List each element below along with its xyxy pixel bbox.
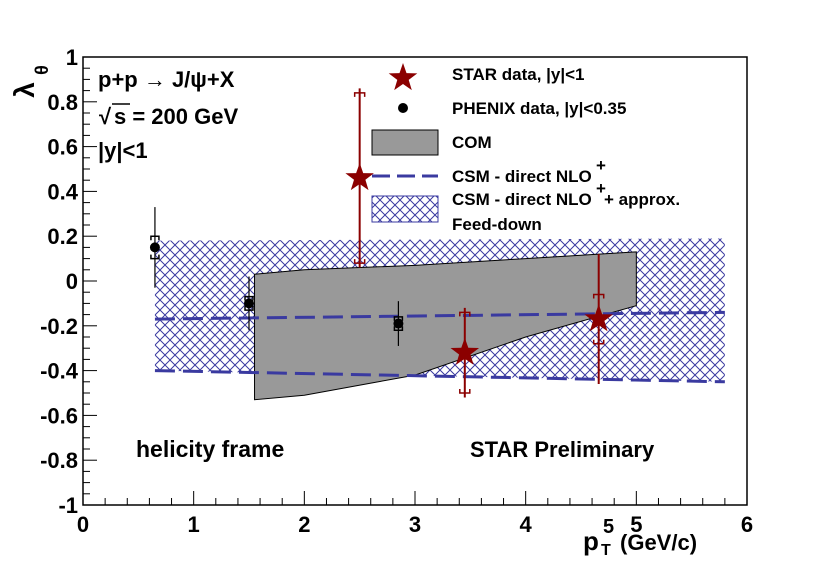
sys-error-bracket	[244, 295, 254, 301]
svg-text:COM: COM	[452, 133, 492, 152]
svg-text:+: +	[596, 156, 606, 175]
star-marker	[345, 163, 374, 191]
axes: 0 1 2 3 4 5 6 1 0.8 0.6 0.4 0.2 0 -0.2 -0.4 -0.6 -0.8 -1	[40, 45, 753, 537]
x-tick-label: 0	[77, 512, 89, 537]
svg-text:+ approx.: + approx.	[604, 190, 680, 209]
phenix-point	[244, 276, 254, 331]
sys-error-bracket	[459, 389, 471, 394]
phenix-point	[149, 207, 160, 288]
sys-error-bracket	[150, 254, 160, 260]
star-point	[450, 307, 480, 398]
x-axis-label: p T 5 (GeV/c)	[583, 516, 697, 559]
y-tick-label: -0.8	[40, 448, 78, 473]
phenix-point	[393, 301, 404, 346]
svg-text:STAR data, |y|<1: STAR data, |y|<1	[452, 65, 585, 84]
legend-csm-line: CSM - direct NLO +	[372, 156, 606, 186]
energy-label: √ s = 200 GeV	[99, 103, 238, 129]
x-tick-label: 5	[630, 512, 642, 537]
svg-text:θ: θ	[32, 65, 52, 75]
x-tick-label: 4	[520, 512, 533, 537]
svg-text:s = 200 GeV: s = 200 GeV	[114, 104, 238, 129]
y-tick-label: 0.2	[47, 224, 78, 249]
reaction-label: p+p → J/ψ+X	[98, 67, 235, 92]
legend-csm-band: CSM - direct NLO + + approx. Feed-down	[371, 179, 680, 234]
csm-direct-line-lower	[154, 369, 725, 384]
sys-error-bracket	[592, 339, 605, 345]
svg-text:λ: λ	[9, 82, 40, 98]
svg-text:+: +	[596, 179, 606, 198]
y-tick-label: -0.2	[40, 314, 78, 339]
svg-text:CSM - direct NLO: CSM - direct NLO	[452, 167, 592, 186]
rapidity-label: |y|<1	[98, 138, 148, 163]
svg-text:PHENIX data, |y|<0.35: PHENIX data, |y|<0.35	[452, 99, 626, 118]
y-tick-label: -0.6	[40, 403, 78, 428]
sys-error-bracket	[353, 92, 366, 97]
circle-marker	[393, 318, 404, 329]
theory-lines	[154, 310, 725, 384]
com-band	[254, 251, 637, 401]
csm-direct-line-upper	[154, 310, 725, 321]
svg-text:p: p	[583, 526, 599, 556]
frame-label: helicity frame	[136, 436, 284, 462]
x-tick-label: 3	[409, 512, 421, 537]
y-tick-label: -1	[58, 493, 78, 518]
y-tick-label: 0.8	[47, 90, 78, 115]
y-tick-label: 0.6	[47, 135, 78, 160]
star-marker	[450, 337, 480, 365]
preliminary-label: STAR Preliminary	[470, 437, 655, 462]
data-points	[149, 88, 613, 398]
x-tick-label: 2	[298, 512, 310, 537]
y-axis-label: λ θ	[9, 65, 52, 98]
circle-marker	[244, 298, 254, 309]
sys-error-bracket	[150, 235, 160, 241]
svg-text:(GeV/c): (GeV/c)	[620, 530, 697, 555]
y-tick-label: 1	[66, 45, 78, 70]
x-axis-label-sup: 5	[603, 516, 614, 538]
legend-phenix: PHENIX data, |y|<0.35	[398, 99, 626, 118]
star-point	[584, 254, 613, 385]
y-tick-label: 0	[66, 269, 78, 294]
sys-error-bracket	[459, 311, 471, 317]
legend-star: STAR data, |y|<1	[388, 63, 585, 91]
sys-error-bracket	[244, 306, 254, 311]
star-marker	[584, 304, 613, 332]
svg-text:CSM - direct NLO: CSM - direct NLO	[452, 190, 592, 209]
legend-com: COM	[371, 129, 492, 156]
x-tick-label: 1	[188, 512, 200, 537]
y-tick-label: -0.4	[40, 359, 79, 384]
star-point	[345, 88, 374, 268]
sys-error-bracket	[393, 316, 404, 321]
svg-text:T: T	[601, 542, 611, 559]
sqrt-sign: √	[99, 104, 112, 129]
y-tick-label: 0.4	[47, 179, 78, 204]
legend: STAR data, |y|<1 PHENIX data, |y|<0.35 C…	[371, 63, 680, 234]
svg-text:Feed-down: Feed-down	[452, 215, 542, 234]
x-tick-label: 6	[741, 512, 753, 537]
theory-bands	[154, 238, 725, 401]
circle-marker	[149, 242, 160, 253]
sys-error-bracket	[592, 293, 605, 299]
sys-error-bracket	[393, 326, 404, 332]
sys-error-bracket	[353, 259, 366, 264]
